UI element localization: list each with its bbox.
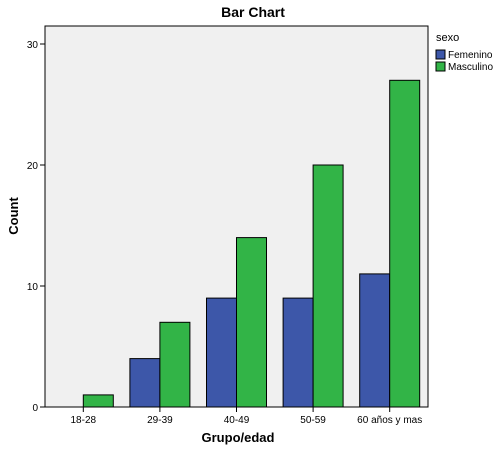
bar-femenino-1 xyxy=(129,358,161,408)
legend-label-masculino: Masculino xyxy=(448,62,493,73)
bar-femenino-3 xyxy=(282,297,314,408)
bar-masculino-0 xyxy=(82,394,114,408)
bar-femenino-4 xyxy=(359,273,391,408)
y-axis: 0 10 20 30 xyxy=(27,40,45,414)
legend-swatch-masculino xyxy=(435,61,446,72)
bar-masculino-2 xyxy=(236,237,267,408)
y-tick-label: 20 xyxy=(27,161,39,172)
bar-femenino-2 xyxy=(206,297,237,408)
bar-masculino-3 xyxy=(312,164,344,408)
chart-title: Bar Chart xyxy=(221,4,285,20)
x-tick-label: 18-28 xyxy=(71,415,97,426)
x-tick-label: 50-59 xyxy=(300,415,326,426)
y-axis-title: Count xyxy=(6,197,21,235)
x-axis-title: Grupo/edad xyxy=(202,430,275,445)
legend-swatch-femenino xyxy=(435,49,446,60)
bar-masculino-1 xyxy=(159,321,191,408)
y-tick-label: 10 xyxy=(27,282,39,293)
x-tick-label: 60 años y mas xyxy=(357,415,422,426)
y-tick-label: 30 xyxy=(27,40,39,51)
x-tick-label: 40-49 xyxy=(224,415,250,426)
y-tick-label: 0 xyxy=(32,403,38,414)
x-axis: 18-28 29-39 40-49 50-59 60 años y mas xyxy=(71,407,422,426)
bar-masculino-4 xyxy=(389,79,421,408)
legend-title: sexo xyxy=(436,32,459,44)
legend-label-femenino: Femenino xyxy=(448,50,493,61)
x-tick-label: 29-39 xyxy=(147,415,173,426)
bars xyxy=(82,79,421,408)
